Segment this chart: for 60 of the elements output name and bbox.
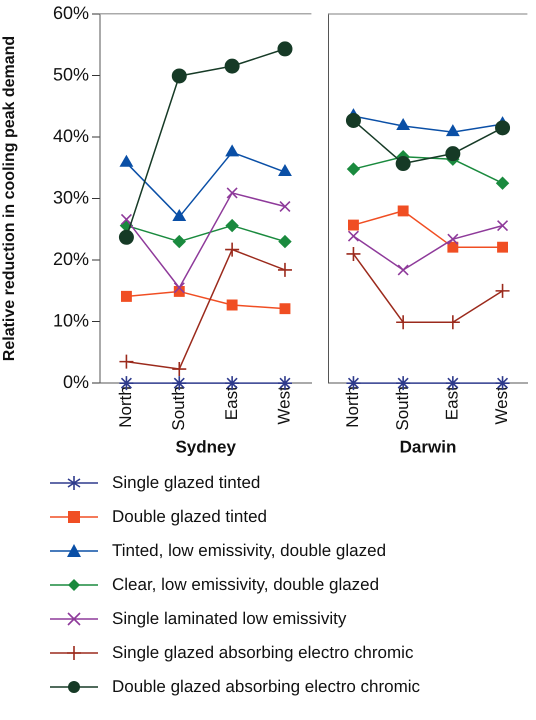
point: [495, 120, 510, 136]
legend-label: Single laminated low emissivity: [112, 609, 346, 629]
point: [398, 205, 409, 216]
point: [346, 162, 360, 176]
point: [224, 58, 240, 74]
point: [396, 156, 411, 172]
point: [277, 262, 293, 278]
point: [397, 264, 409, 276]
x-tick-label: West: [492, 386, 512, 425]
point: [277, 41, 292, 56]
point: [280, 303, 290, 314]
point: [118, 354, 134, 370]
point: [226, 300, 238, 310]
point: [348, 230, 360, 242]
y-tick-label: 20%: [52, 249, 89, 270]
point: [278, 164, 292, 176]
x-axis-title: Sydney: [175, 437, 236, 456]
point: [447, 233, 459, 245]
point: [172, 235, 186, 248]
y-tick-label: 50%: [52, 64, 89, 84]
y-tick-label: 40%: [52, 126, 89, 146]
point: [346, 112, 361, 128]
legend-label: Double glazed absorbing electro chromic: [112, 677, 420, 697]
x-tick-label: South: [168, 386, 188, 431]
point: [497, 242, 508, 253]
point: [278, 235, 292, 248]
x-tick-label: North: [343, 386, 362, 428]
point: [494, 283, 510, 299]
point: [226, 187, 238, 199]
x-tick-label: South: [392, 386, 412, 431]
legend-label: Clear, low emissivity, double glazed: [112, 575, 380, 595]
x-tick-label: West: [274, 386, 294, 425]
point: [226, 219, 239, 232]
x-tick-label: East: [222, 386, 241, 420]
point: [172, 68, 187, 84]
point: [447, 242, 458, 253]
legend-label: Single glazed tinted: [112, 473, 260, 493]
legend-label: Double glazed tinted: [112, 507, 268, 527]
point: [118, 230, 134, 245]
legend-label: Single glazed absorbing electro chromic: [112, 643, 414, 663]
y-tick-label: 10%: [52, 310, 89, 331]
x-axis-title: Darwin: [400, 437, 456, 456]
point: [120, 290, 132, 302]
y-tick-label: 60%: [52, 2, 89, 23]
point: [224, 242, 240, 258]
point: [346, 246, 362, 262]
point: [174, 282, 186, 294]
x-tick-label: East: [442, 386, 462, 420]
point: [496, 220, 508, 232]
x-tick-label: North: [116, 386, 136, 428]
y-axis-title: Relative reduction in cooling peak demand: [1, 36, 18, 362]
y-tick-label: 0%: [62, 372, 89, 392]
y-tick-label: 30%: [52, 187, 89, 208]
point: [348, 220, 359, 230]
point: [445, 146, 460, 162]
point: [171, 361, 188, 377]
legend-label: Tinted, low emissivity, double glazed: [112, 541, 386, 561]
point: [279, 200, 291, 212]
point: [496, 176, 510, 190]
point: [120, 214, 132, 226]
